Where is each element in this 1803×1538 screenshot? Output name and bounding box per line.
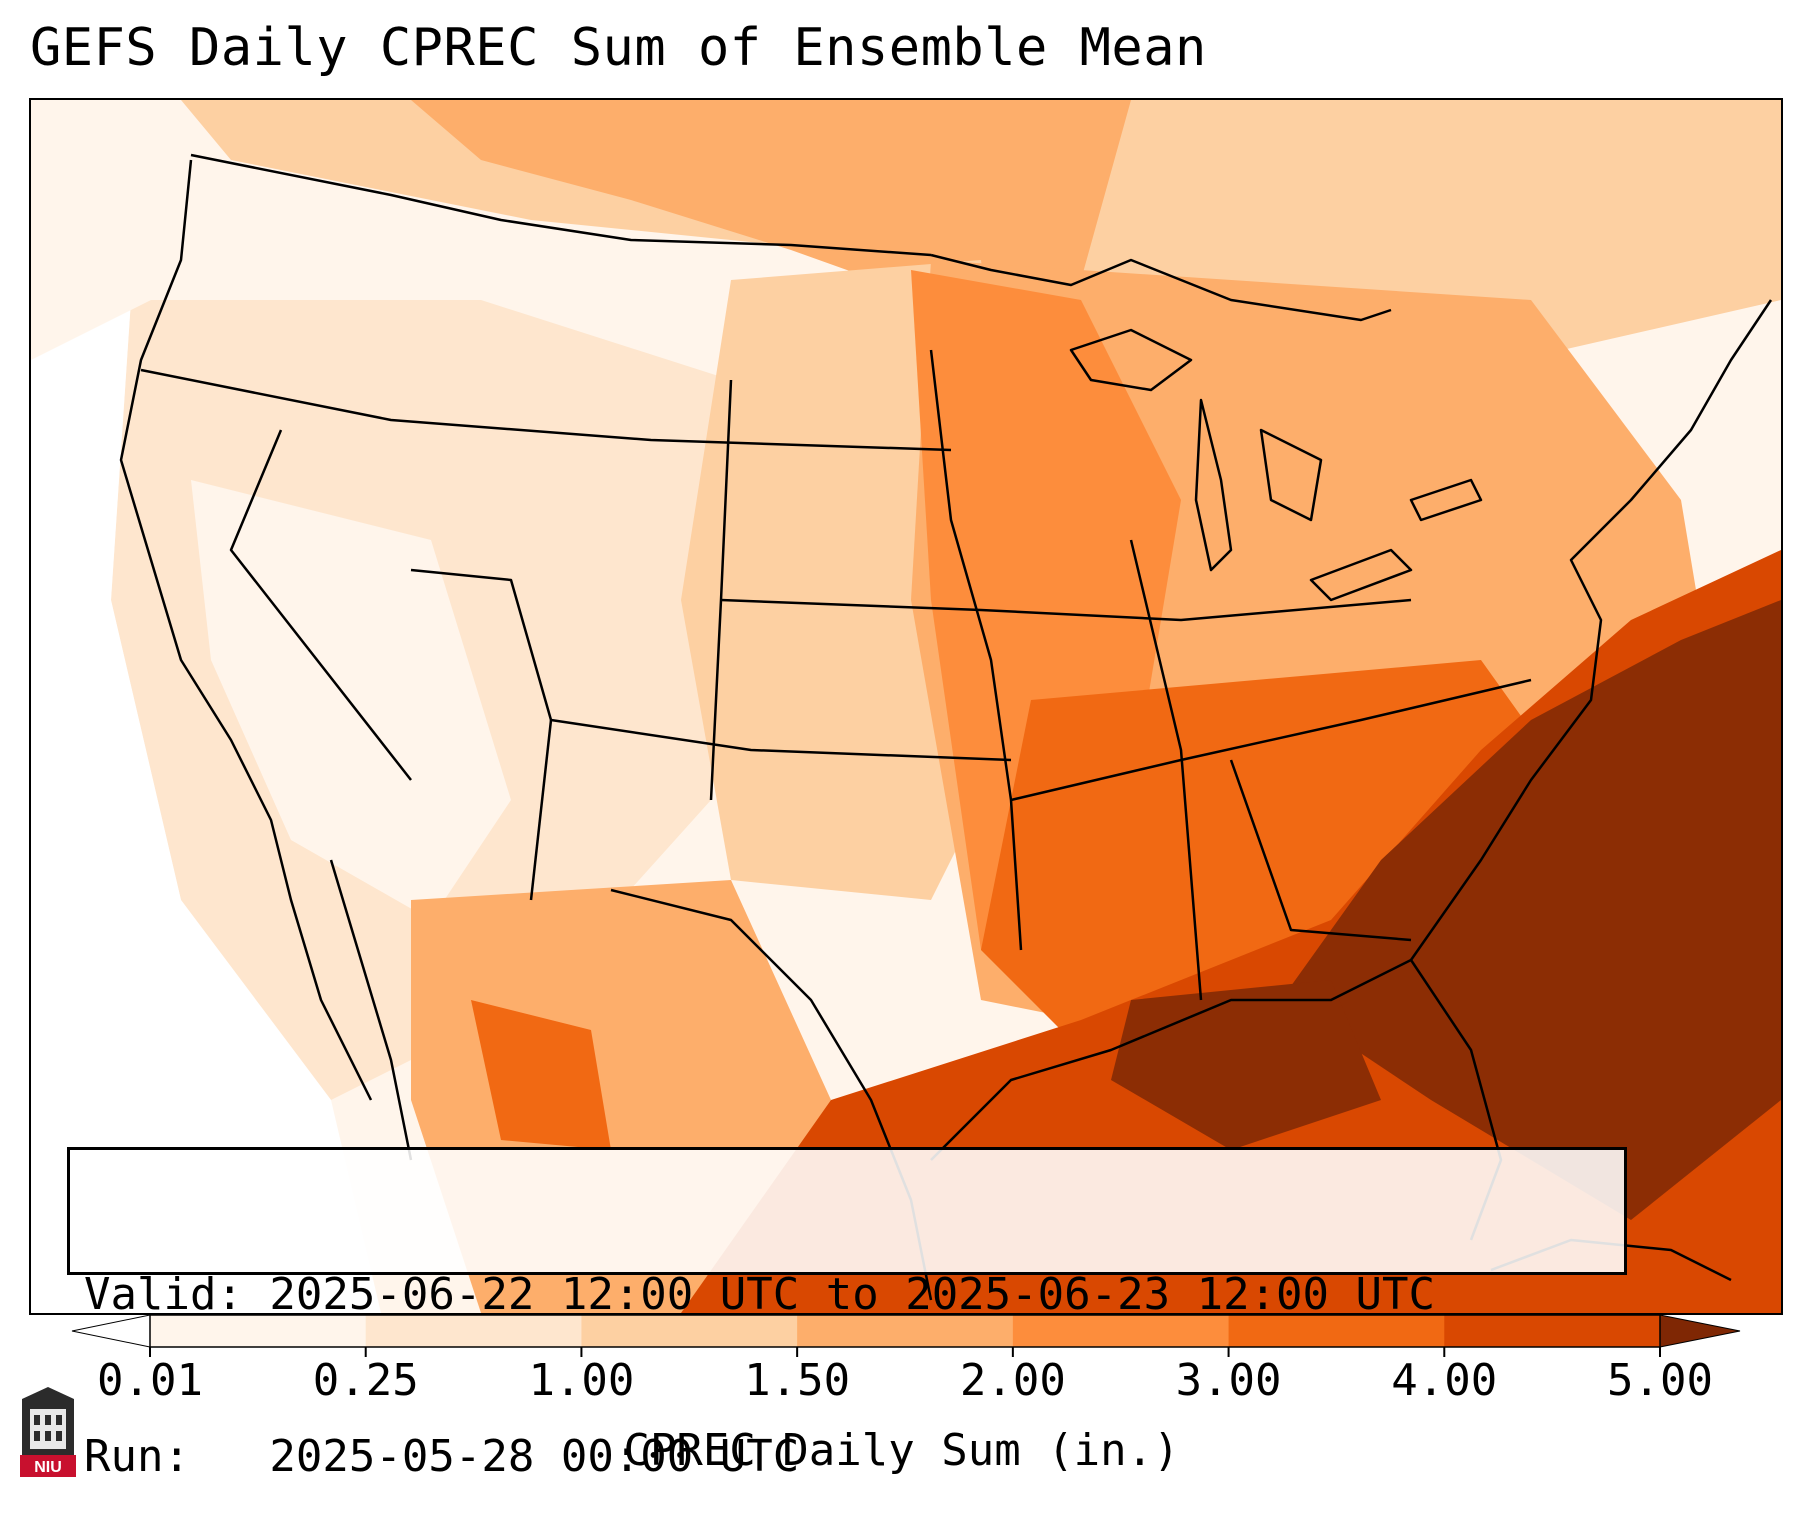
colorbar-segment	[581, 1315, 798, 1347]
shade-canada-mid	[411, 100, 1131, 300]
colorbar	[71, 1314, 1741, 1357]
shade-atlantic-max	[1281, 600, 1781, 1220]
colorbar-segment	[1228, 1315, 1445, 1347]
lake-ontario	[1409, 478, 1483, 522]
line-nevada	[229, 429, 412, 781]
niu-logo-icon: NIU	[20, 1387, 76, 1477]
line-mississippi	[929, 349, 1023, 951]
svg-text:NIU: NIU	[34, 1459, 62, 1476]
valid-time-text: Valid: 2025-06-22 12:00 UTC to 2025-06-2…	[84, 1269, 1436, 1320]
us-canada-border	[190, 153, 932, 257]
colorbar-under-extension	[71, 1314, 151, 1348]
colorbar-tick-label: 2.00	[959, 1355, 1066, 1406]
baja-coast	[329, 859, 413, 1161]
run-time-text: Run: 2025-05-28 00:00 UTC	[84, 1431, 800, 1482]
colorbar-tick-label: 3.00	[1175, 1355, 1282, 1406]
colorbar-segment	[1444, 1315, 1661, 1347]
shade-pacific	[31, 300, 381, 1313]
map-title: GEFS Daily CPREC Sum of Ensemble Mean	[30, 18, 1207, 78]
lake-erie	[1309, 548, 1413, 602]
colorbar-over-extension	[1659, 1314, 1741, 1348]
great-lakes-border	[930, 253, 1392, 322]
valid-run-info: Valid: 2025-06-22 12:00 UTC to 2025-06-2…	[67, 1147, 1627, 1482]
shade-nevada	[191, 480, 511, 920]
lake-superior	[1069, 328, 1193, 392]
west-coast	[119, 159, 373, 1101]
colorbar-tick-label: 4.00	[1391, 1355, 1498, 1406]
east-coast	[1409, 299, 1773, 961]
colorbar-tick-label: 1.50	[744, 1355, 851, 1406]
colorbar-tick-label: 5.00	[1607, 1355, 1713, 1406]
colorbar-ticks	[149, 1347, 1661, 1357]
precip-map	[29, 98, 1783, 1315]
lake-michigan	[1194, 398, 1233, 572]
line-state-6	[1010, 678, 1532, 802]
line-state-1	[140, 368, 952, 452]
line-state-7	[1129, 539, 1203, 1001]
colorbar-segment	[365, 1315, 582, 1347]
line-state-8	[1229, 759, 1412, 942]
colorbar-segment	[797, 1315, 1014, 1347]
lake-huron	[1259, 428, 1323, 522]
colorbar-label: CPREC Daily Sum (in.)	[623, 1425, 1180, 1476]
gulf-coast	[930, 958, 1503, 1241]
shade-mexico-core	[471, 1000, 611, 1150]
colorbar-tick-label: 1.00	[528, 1355, 635, 1406]
colorbar-segment	[1012, 1315, 1230, 1347]
colorbar-segments	[150, 1315, 1661, 1347]
colorbar-tick-label: 0.25	[312, 1355, 419, 1406]
colorbar-outline	[149, 1314, 1661, 1348]
colorbar-tick-label: 0.01	[97, 1355, 203, 1406]
line-state-3	[529, 719, 553, 901]
line-state-5	[720, 598, 1412, 622]
colorbar-segment	[150, 1315, 367, 1347]
shade-nw-corner	[31, 100, 181, 360]
